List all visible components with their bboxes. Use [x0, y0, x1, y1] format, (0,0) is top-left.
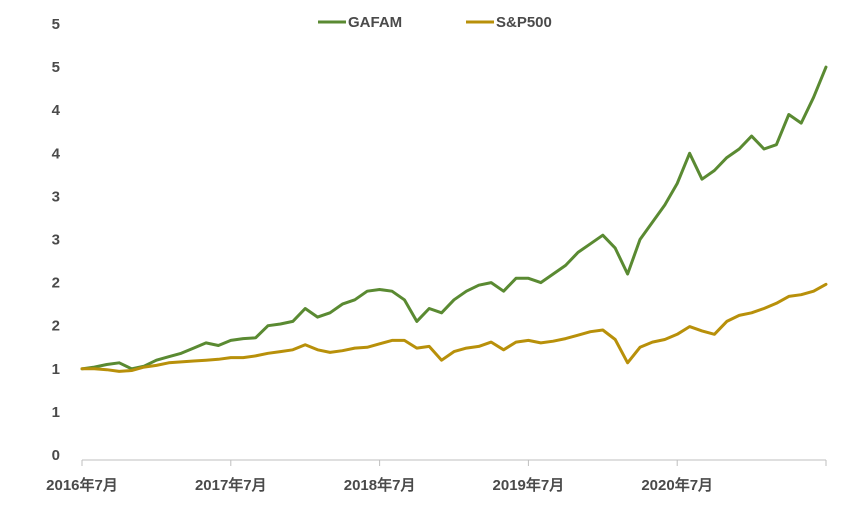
- y-tick-label: 2: [52, 318, 60, 335]
- y-axis: 0 1 1 2 2 3 3 4 4 5 5: [52, 16, 61, 464]
- y-tick-label: 1: [52, 361, 60, 378]
- x-tick-label: 2016年7月: [46, 476, 118, 494]
- series-layer: [80, 65, 828, 373]
- y-tick-label: 5: [52, 59, 60, 76]
- series-line-gafam: [80, 65, 828, 371]
- y-tick-label: 1: [52, 404, 60, 421]
- y-tick-label: 4: [52, 145, 61, 162]
- legend-label-sp500: S&P500: [496, 14, 552, 31]
- y-tick-label: 4: [52, 102, 61, 119]
- series-line-sp500: [80, 282, 828, 373]
- y-tick-label: 0: [52, 447, 60, 464]
- x-axis: 2016年7月 2017年7月 2018年7月 2019年7月 2020年7月: [46, 459, 827, 494]
- x-tick-label: 2019年7月: [493, 476, 565, 494]
- y-tick-label: 5: [52, 16, 60, 33]
- y-tick-label: 3: [52, 188, 60, 205]
- y-tick-label: 3: [52, 232, 60, 249]
- legend: GAFAM S&P500: [318, 14, 552, 31]
- y-tick-label: 2: [52, 275, 60, 292]
- x-tick-label: 2017年7月: [195, 476, 267, 494]
- x-tick-label: 2020年7月: [641, 476, 713, 494]
- legend-label-gafam: GAFAM: [348, 14, 402, 31]
- x-tick-label: 2018年7月: [344, 476, 416, 494]
